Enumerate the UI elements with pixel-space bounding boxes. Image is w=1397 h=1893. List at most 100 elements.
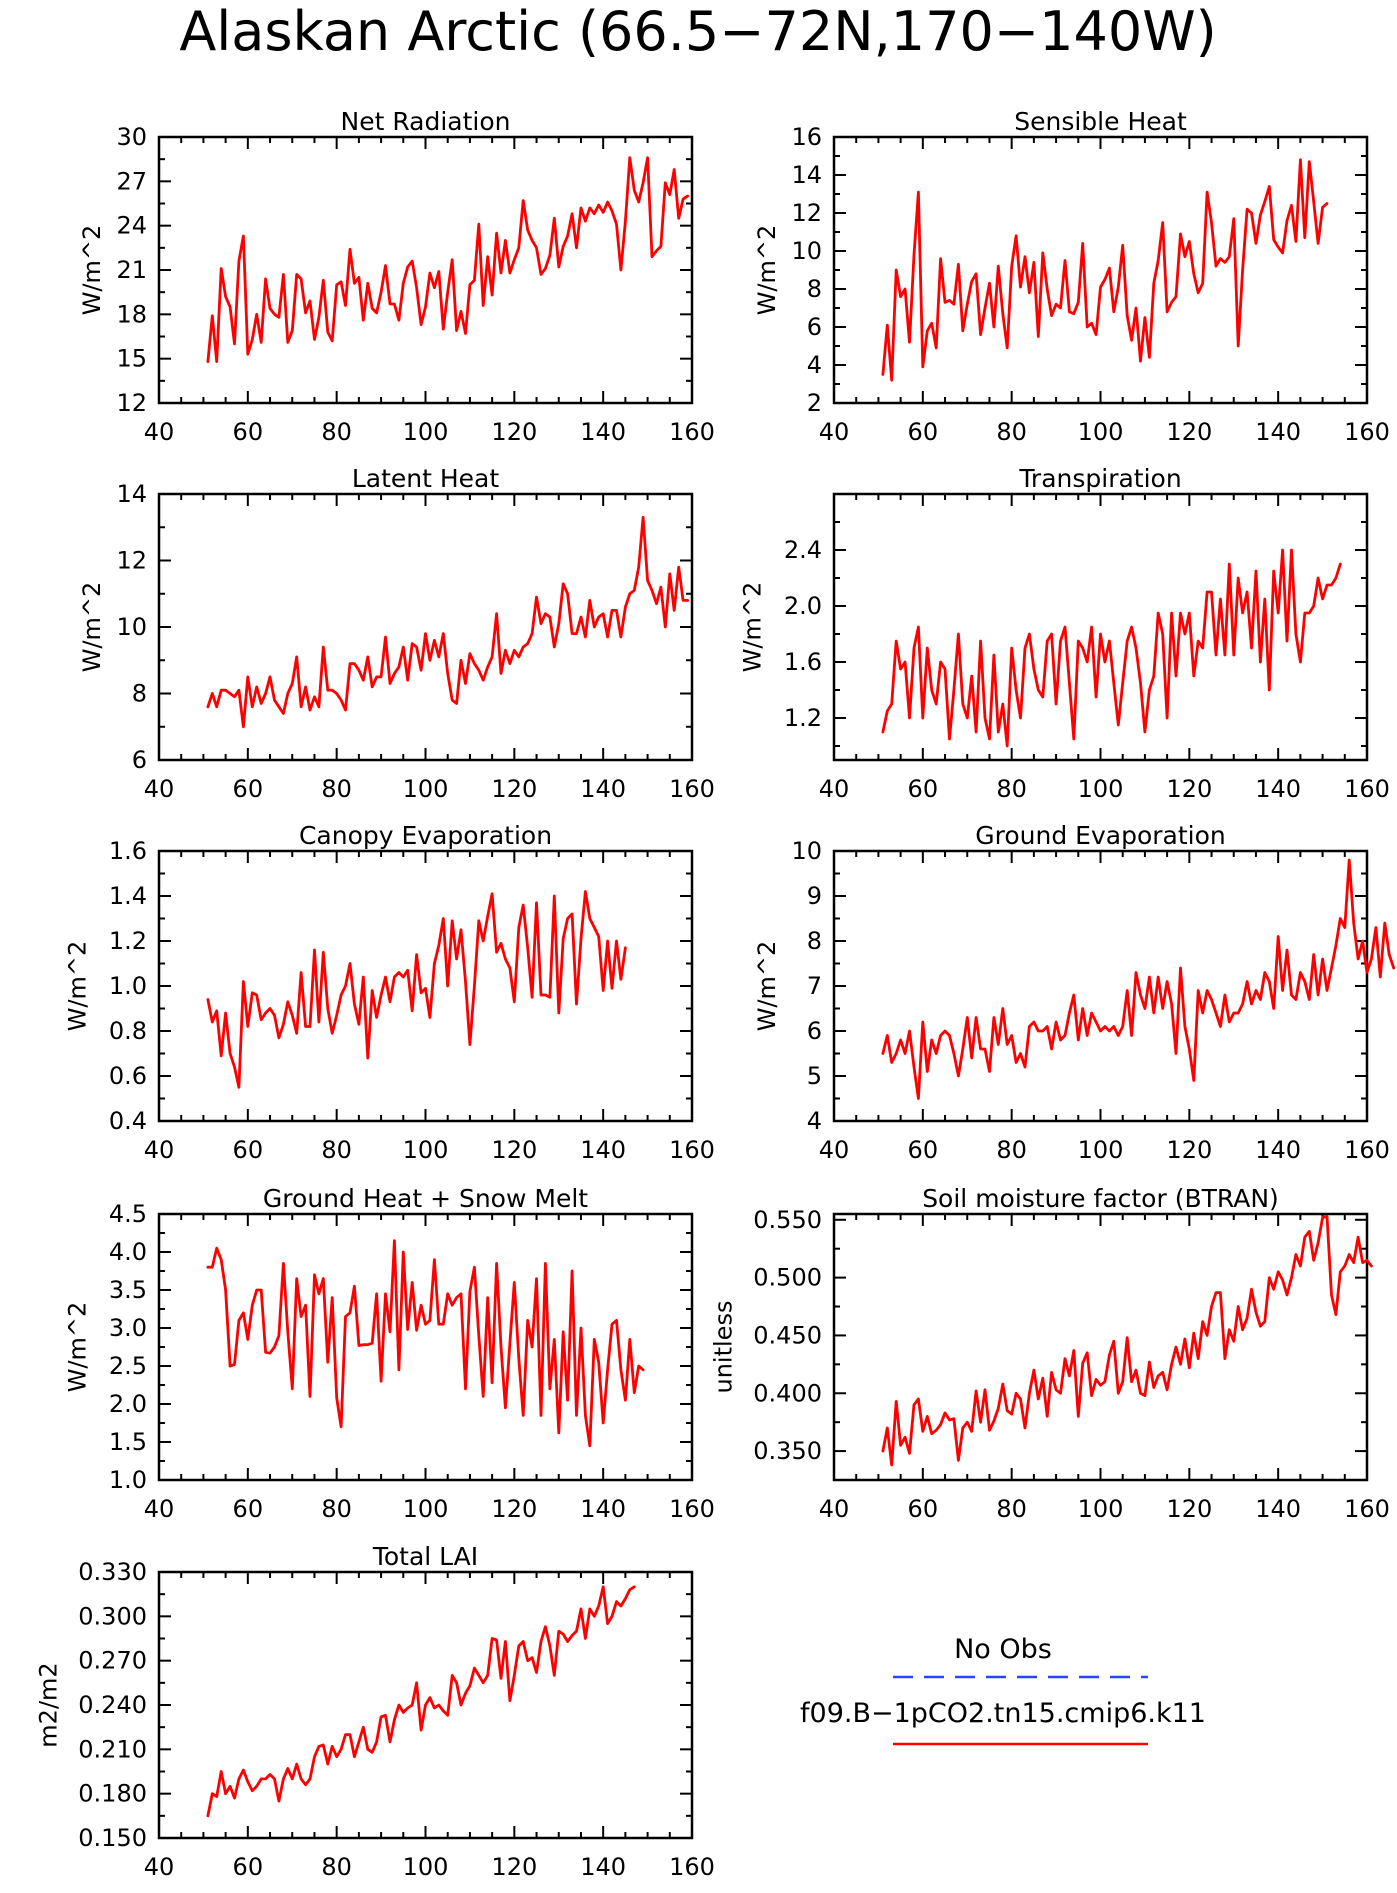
ground-heat-snow-melt-ytick-label: 1.0: [109, 1466, 147, 1494]
legend-model-label: f09.B−1pCO2.tn15.cmip6.k11: [800, 1698, 1206, 1729]
ground-heat-snow-melt-ytick-label: 2.0: [109, 1390, 147, 1418]
canopy-evaporation-xtick-label: 40: [144, 1136, 175, 1164]
soil-moisture-factor-btran-xtick-label: 160: [1344, 1495, 1390, 1523]
canopy-evaporation-ytick-label: 1.4: [109, 882, 147, 910]
total-lai-title: Total LAI: [372, 1542, 478, 1571]
net-radiation-ytick-label: 21: [116, 256, 147, 284]
total-lai-series-line: [206, 1585, 636, 1818]
soil-moisture-factor-btran-ytick-label: 0.450: [753, 1321, 822, 1349]
net-radiation-ytick-label: 30: [116, 123, 147, 151]
legend: No Obs f09.B−1pCO2.tn15.cmip6.k11: [800, 1634, 1206, 1746]
soil-moisture-factor-btran-xtick-label: 120: [1166, 1495, 1212, 1523]
canopy-evaporation-ytick-label: 1.6: [109, 837, 147, 865]
ground-evaporation-ylabel: W/m^2: [753, 941, 781, 1032]
canopy-evaporation-ytick-label: 0.8: [109, 1017, 147, 1045]
canopy-evaporation-xtick-label: 60: [233, 1136, 264, 1164]
sensible-heat-title: Sensible Heat: [1014, 107, 1187, 136]
soil-moisture-factor-btran-series-line: [881, 1214, 1373, 1467]
sensible-heat-xtick-label: 100: [1078, 418, 1124, 446]
latent-heat-xtick-label: 140: [580, 775, 626, 803]
ground-evaporation-ytick-label: 5: [807, 1062, 822, 1090]
net-radiation-xtick-label: 160: [669, 418, 715, 446]
total-lai-ytick-label: 0.150: [78, 1824, 147, 1852]
net-radiation-title: Net Radiation: [341, 107, 511, 136]
soil-moisture-factor-btran-title: Soil moisture factor (BTRAN): [922, 1184, 1279, 1213]
transpiration-series-line: [881, 548, 1342, 748]
ground-evaporation-ytick-label: 4: [807, 1107, 822, 1135]
sensible-heat-ytick-label: 8: [807, 275, 822, 303]
soil-moisture-factor-btran-ytick-label: 0.350: [753, 1437, 822, 1465]
latent-heat-ylabel: W/m^2: [78, 582, 106, 673]
net-radiation-xtick-label: 120: [491, 418, 537, 446]
transpiration-ytick-label: 2.0: [784, 592, 822, 620]
panel-transpiration: Transpiration 40 60 80 100 120 140 160 1.2 1.6 2.0…: [739, 464, 1390, 803]
transpiration-xtick-label: 100: [1078, 775, 1124, 803]
soil-moisture-factor-btran-ytick-label: 0.550: [753, 1206, 822, 1234]
sensible-heat-ytick-label: 12: [791, 199, 822, 227]
net-radiation-ytick-label: 24: [116, 212, 147, 240]
transpiration-xtick-label: 40: [819, 775, 850, 803]
soil-moisture-factor-btran-ylabel: unitless: [710, 1301, 738, 1394]
ground-evaporation-xtick-label: 60: [908, 1136, 939, 1164]
canopy-evaporation-xtick-label: 120: [491, 1136, 537, 1164]
net-radiation-ytick-label: 18: [116, 300, 147, 328]
ground-evaporation-ytick-label: 8: [807, 927, 822, 955]
ground-heat-snow-melt-ytick-label: 4.5: [109, 1200, 147, 1228]
ground-evaporation-xtick-label: 40: [819, 1136, 850, 1164]
sensible-heat-ytick-label: 10: [791, 237, 822, 265]
transpiration-ylabel: W/m^2: [739, 582, 767, 673]
ground-heat-snow-melt-ytick-label: 4.0: [109, 1238, 147, 1266]
transpiration-xtick-label: 120: [1166, 775, 1212, 803]
total-lai-xtick-label: 80: [321, 1853, 352, 1881]
sensible-heat-ytick-label: 16: [791, 123, 822, 151]
panel-total-lai: Total LAI 40 60 80 100 120 140 160 0.150 0.180 0.2…: [35, 1542, 715, 1881]
transpiration-ytick-label: 2.4: [784, 536, 822, 564]
latent-heat-title: Latent Heat: [352, 464, 500, 493]
figure-title: Alaskan Arctic (66.5−72N,170−140W): [179, 0, 1216, 63]
net-radiation-ytick-label: 15: [116, 345, 147, 373]
ground-heat-snow-melt-xtick-label: 160: [669, 1495, 715, 1523]
total-lai-ytick-label: 0.330: [78, 1558, 147, 1586]
ground-heat-snow-melt-xtick-label: 100: [403, 1495, 449, 1523]
panel-ground-heat-snow-melt: Ground Heat + Snow Melt 40 60 80 100 120 140 16…: [64, 1184, 715, 1523]
canopy-evaporation-xtick-label: 160: [669, 1136, 715, 1164]
latent-heat-ytick-label: 10: [116, 613, 147, 641]
latent-heat-series-line: [206, 515, 689, 729]
total-lai-xtick-label: 160: [669, 1853, 715, 1881]
ground-evaporation-xtick-label: 100: [1078, 1136, 1124, 1164]
ground-heat-snow-melt-ytick-label: 1.5: [109, 1428, 147, 1456]
sensible-heat-xtick-label: 160: [1344, 418, 1390, 446]
sensible-heat-ytick-label: 4: [807, 351, 822, 379]
latent-heat-xtick-label: 60: [233, 775, 264, 803]
sensible-heat-xtick-label: 140: [1255, 418, 1301, 446]
total-lai-xtick-label: 100: [403, 1853, 449, 1881]
soil-moisture-factor-btran-xtick-label: 60: [908, 1495, 939, 1523]
total-lai-ytick-label: 0.300: [78, 1602, 147, 1630]
legend-obs-label: No Obs: [954, 1634, 1052, 1665]
panel-ground-evaporation: Ground Evaporation 40 60 80 100 120 140 160 4 5 6 7…: [753, 821, 1396, 1164]
latent-heat-frame: [157, 492, 694, 762]
net-radiation-ylabel: W/m^2: [78, 225, 106, 316]
sensible-heat-xtick-label: 60: [908, 418, 939, 446]
sensible-heat-ylabel: W/m^2: [753, 225, 781, 316]
sensible-heat-ytick-label: 6: [807, 313, 822, 341]
ground-evaporation-xtick-label: 120: [1166, 1136, 1212, 1164]
panel-sensible-heat: Sensible Heat 40 60 80 100 120 140 160 2 4 6 8 10 12 1…: [753, 107, 1390, 446]
latent-heat-xtick-label: 120: [491, 775, 537, 803]
net-radiation-ytick-label: 12: [116, 389, 147, 417]
total-lai-xtick-label: 120: [491, 1853, 537, 1881]
latent-heat-xtick-label: 40: [144, 775, 175, 803]
panel-soil-moisture-factor: Soil moisture factor (BTRAN) 40 60 80 100 120…: [710, 1184, 1390, 1523]
latent-heat-ytick-label: 6: [132, 746, 147, 774]
net-radiation-series-line: [206, 156, 689, 364]
canopy-evaporation-xtick-label: 140: [580, 1136, 626, 1164]
soil-moisture-factor-btran-frame: [832, 1212, 1369, 1482]
ground-heat-snow-melt-frame: [157, 1212, 694, 1482]
latent-heat-ytick-label: 12: [116, 547, 147, 575]
net-radiation-xtick-label: 140: [580, 418, 626, 446]
canopy-evaporation-series-line: [206, 890, 627, 1089]
total-lai-xtick-label: 40: [144, 1853, 175, 1881]
ground-heat-snow-melt-ytick-label: 3.0: [109, 1314, 147, 1342]
canopy-evaporation-title: Canopy Evaporation: [299, 821, 552, 850]
